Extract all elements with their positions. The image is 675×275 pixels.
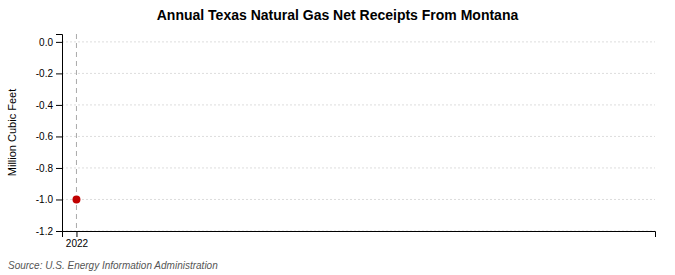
axis-line <box>56 35 63 232</box>
tick-mark <box>56 105 62 106</box>
grid-line <box>62 41 655 42</box>
tick-label: -1.2 <box>36 226 54 237</box>
tick: -1.2 <box>36 226 62 237</box>
title: Annual Texas Natural Gas Net Receipts Fr… <box>157 7 519 23</box>
tick-mark <box>56 231 62 232</box>
axis-line <box>63 232 656 238</box>
tick: -0.4 <box>36 100 62 111</box>
grid-line <box>62 167 655 168</box>
tick-label: -0.8 <box>36 163 54 174</box>
point <box>72 195 80 203</box>
tick-mark <box>56 42 62 43</box>
y-axis: 0.0 -0.2 -0.4 -0.6 -0.8 -1.0 -1.2 <box>36 35 63 237</box>
annotation: Source: U.S. Energy Information Administ… <box>8 260 218 271</box>
tick: -0.2 <box>36 68 62 79</box>
grid-line <box>62 73 655 74</box>
tick: -0.6 <box>36 131 62 142</box>
points <box>72 195 80 203</box>
tick: -1.0 <box>36 194 62 205</box>
tick-label: -1.0 <box>36 194 54 205</box>
tick-label: 2022 <box>66 238 89 249</box>
tick-mark <box>56 168 62 169</box>
y-axis-title: Million Cubic Feet <box>6 89 18 176</box>
tick: 2022 <box>66 231 89 249</box>
plot: 2022 0.0 -0.2 -0.4 -0.6 -0.8 -1.0 -1.2 <box>36 34 656 249</box>
tick-label: -0.6 <box>36 131 54 142</box>
tick: 0.0 <box>39 37 62 48</box>
tick-mark <box>56 199 62 200</box>
tick-label: 0.0 <box>39 37 53 48</box>
tick-mark <box>56 73 62 74</box>
grid-line <box>62 199 655 200</box>
tick-mark <box>76 231 77 237</box>
x-axis: 2022 <box>63 231 656 249</box>
tick: -0.8 <box>36 163 62 174</box>
grid-line <box>62 136 655 137</box>
tick-mark <box>56 136 62 137</box>
grid-line <box>62 104 655 105</box>
tick-label: -0.2 <box>36 68 54 79</box>
tick-label: -0.4 <box>36 100 54 111</box>
y-grid <box>62 42 655 231</box>
chart: 2022 0.0 -0.2 -0.4 -0.6 -0.8 -1.0 -1.2 Annual Te… <box>0 0 675 275</box>
